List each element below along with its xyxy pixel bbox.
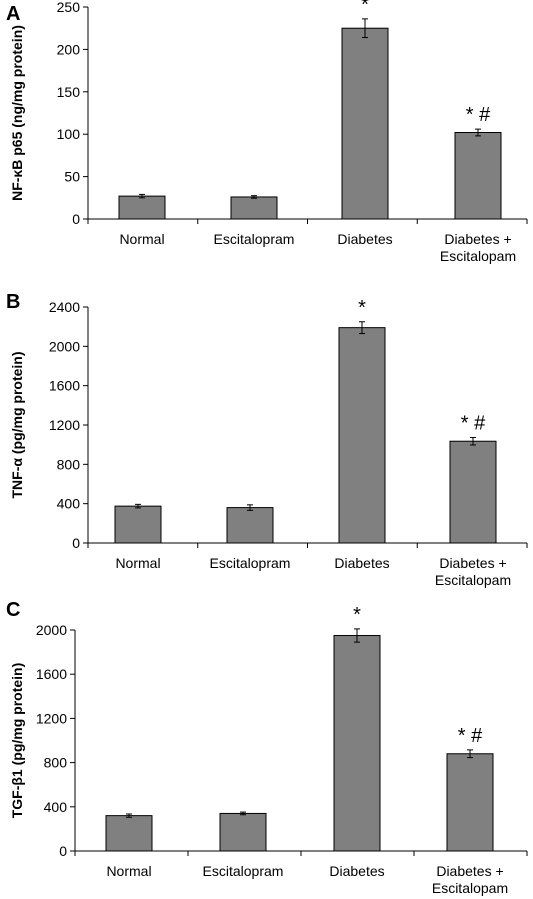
y-tick-label: 1200 — [49, 417, 80, 433]
category-label: Escitalopam — [432, 880, 508, 896]
y-tick-label: 250 — [57, 0, 81, 15]
category-label: Diabetes + — [439, 555, 506, 571]
y-axis-label: NF-κB p65 (ng/mg protein) — [9, 25, 25, 201]
category-label: Escitalopram — [210, 555, 291, 571]
bar — [226, 507, 274, 544]
y-tick-label: 0 — [59, 843, 67, 859]
category-label: Normal — [115, 555, 160, 571]
y-tick-label: 800 — [44, 755, 68, 771]
y-tick-label: 0 — [72, 535, 80, 551]
bar — [341, 27, 389, 220]
bar — [338, 327, 386, 544]
y-tick-label: 150 — [57, 84, 81, 100]
y-tick-label: 1600 — [36, 666, 67, 682]
category-label: Diabetes — [337, 231, 392, 247]
bar — [446, 753, 494, 852]
panel-letter: B — [6, 291, 20, 313]
panel-letter: A — [6, 3, 20, 25]
category-label: Diabetes + — [436, 863, 503, 879]
bar — [454, 132, 502, 220]
y-tick-label: 2000 — [36, 622, 67, 638]
significance-marker: * — [361, 0, 369, 16]
y-axis-label: TGF-β1 (pg/mg protein) — [9, 663, 25, 819]
y-tick-label: 2000 — [49, 338, 80, 354]
y-tick-label: 1200 — [36, 710, 67, 726]
panel-letter: C — [6, 599, 20, 621]
y-tick-label: 1600 — [49, 378, 80, 394]
significance-marker: * # — [458, 725, 483, 747]
y-tick-label: 100 — [57, 126, 81, 142]
bar — [449, 440, 497, 544]
category-label: Normal — [106, 863, 151, 879]
y-tick-label: 400 — [57, 496, 81, 512]
significance-marker: * — [358, 297, 366, 319]
category-label: Escitalopram — [203, 863, 284, 879]
category-label: Escitalopam — [440, 248, 516, 264]
significance-marker: * # — [466, 104, 491, 126]
category-label: Normal — [119, 231, 164, 247]
y-tick-label: 800 — [57, 456, 81, 472]
significance-marker: * # — [461, 412, 486, 434]
y-tick-label: 0 — [72, 211, 80, 227]
y-axis-label: TNF-α (pg/mg protein) — [9, 351, 25, 498]
category-label: Diabetes — [329, 863, 384, 879]
bar — [114, 505, 162, 544]
y-tick-label: 50 — [64, 169, 80, 185]
bar — [333, 635, 381, 852]
significance-marker: * — [353, 604, 361, 626]
bar — [105, 815, 153, 852]
chart-panel-c: C TGF-β1 (pg/mg protein) 0 400 800 1200 1600 20… — [6, 599, 528, 896]
bar — [118, 195, 166, 220]
y-tick-label: 200 — [57, 41, 81, 57]
bar — [219, 812, 267, 852]
category-label: Escitalopam — [435, 572, 511, 588]
bar — [230, 196, 278, 220]
category-label: Diabetes — [334, 555, 389, 571]
chart-panel-b: B TNF-α (pg/mg protein) 0 400 800 1200 1600 200… — [6, 291, 528, 588]
category-label: Diabetes + — [444, 231, 511, 247]
y-tick-label: 400 — [44, 799, 68, 815]
category-label: Escitalopram — [214, 231, 295, 247]
chart-panel-a: ANF-κB p65 (ng/mg protein) 0 50 100 150 200 25… — [6, 0, 528, 264]
y-tick-label: 2400 — [49, 299, 80, 315]
